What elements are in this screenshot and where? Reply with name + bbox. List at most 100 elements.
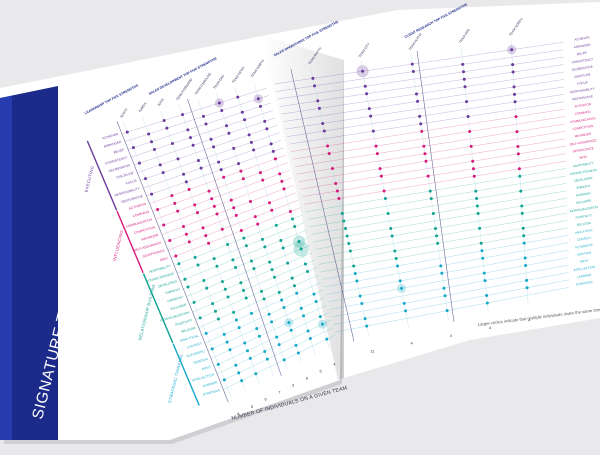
theme-label-left: RELATOR <box>181 326 197 334</box>
strength-dot <box>240 110 244 114</box>
theme-label-right: EMPATHY <box>576 184 591 190</box>
strength-dot <box>440 271 444 275</box>
strength-dot <box>291 217 295 221</box>
strength-dot <box>272 275 276 279</box>
column-header: SCOTT <box>119 107 129 118</box>
domain-bar-0 <box>86 140 118 211</box>
strength-dot <box>281 246 285 250</box>
strength-dot <box>193 203 197 207</box>
strength-dot <box>225 340 229 344</box>
strength-dot <box>519 189 523 193</box>
strength-dot <box>311 76 315 80</box>
strength-dot <box>198 316 202 320</box>
theme-label-left: IDEATION <box>193 357 209 365</box>
theme-labels: ACHIEVERACHIEVERARRANGERARRANGERBELIEFBE… <box>102 35 598 397</box>
theme-label-left: INCLUDER <box>170 303 187 312</box>
theme-label-right: ACTIVATOR <box>574 102 592 109</box>
strength-dot <box>187 188 191 192</box>
strength-dot <box>481 256 485 260</box>
strength-dot <box>393 249 397 253</box>
team-size-label: 7 <box>278 390 281 395</box>
strength-dot <box>510 48 514 52</box>
strength-dot <box>217 160 221 164</box>
theme-label-right: COMPETITION <box>572 124 593 131</box>
theme-label-left: ACTIVATOR <box>128 202 147 211</box>
strength-dot <box>374 144 378 148</box>
strength-dot <box>223 287 227 291</box>
strength-dot <box>173 201 177 205</box>
theme-label-left: CONSISTENCY <box>105 155 129 165</box>
strength-dot <box>294 343 298 347</box>
row-line <box>189 252 313 305</box>
strength-dot <box>239 281 243 285</box>
strength-dot <box>191 143 195 147</box>
theme-label-right: LEARNER <box>577 273 592 279</box>
strength-dot <box>478 226 482 230</box>
column-line <box>460 47 489 313</box>
strength-dot <box>237 371 241 375</box>
strength-dot <box>261 178 265 182</box>
theme-label-right: RESPONSIBILITY <box>570 87 595 95</box>
strength-dot <box>299 306 303 310</box>
team-size-label: 6 <box>306 376 309 381</box>
strength-dot <box>400 286 404 290</box>
strength-dot <box>260 289 264 293</box>
theme-label-right: COMMUNICATION <box>570 116 596 124</box>
theme-label-right: ACHIEVER <box>574 35 591 41</box>
strength-dot <box>521 226 525 230</box>
group-divider <box>416 50 455 322</box>
strength-dot <box>314 300 318 304</box>
strength-dot <box>249 199 253 203</box>
strength-dot <box>524 263 528 267</box>
strength-dot <box>330 166 334 170</box>
strength-dot <box>156 208 160 212</box>
strength-dot <box>469 144 473 148</box>
strength-dot <box>187 240 191 244</box>
strength-dot <box>390 234 394 238</box>
strength-dot <box>511 63 515 67</box>
strength-dot <box>234 318 238 322</box>
strength-dot <box>219 168 223 172</box>
strength-dot <box>282 187 286 191</box>
theme-label-left: COMPETITION <box>133 225 156 235</box>
strength-dot <box>131 146 135 150</box>
strength-dot <box>288 209 292 213</box>
theme-label-left: SELF-ASSURANCE <box>133 241 162 253</box>
strength-dot <box>442 286 446 290</box>
theme-label-left: CONTEXT <box>186 341 202 349</box>
column-header: KAREN <box>138 101 148 113</box>
strength-dot <box>308 337 312 341</box>
theme-label-right: INCLUDER <box>576 198 593 204</box>
strength-dot <box>428 189 432 193</box>
column-line <box>253 81 330 349</box>
strength-dot <box>275 335 279 339</box>
strength-dot <box>277 343 281 347</box>
strength-dot <box>257 334 261 338</box>
strength-dot <box>434 226 438 230</box>
strength-dot <box>468 129 472 133</box>
strength-dot <box>260 237 264 241</box>
strength-dot <box>462 77 466 81</box>
column-line <box>197 99 288 370</box>
strength-dot <box>465 100 469 104</box>
column-line <box>123 122 232 398</box>
strength-dot <box>363 84 367 88</box>
strength-dot <box>204 122 208 126</box>
strength-dot <box>270 320 274 324</box>
strength-dot <box>345 234 349 238</box>
strength-dot <box>270 268 274 272</box>
strength-dot <box>243 341 247 345</box>
strength-dot <box>335 189 339 193</box>
group-divider <box>187 99 282 376</box>
theme-label-right: DEVELOPER <box>574 176 594 183</box>
strength-dot <box>226 243 230 247</box>
strength-dot <box>188 136 192 140</box>
theme-label-left: ACHIEVER <box>102 132 119 141</box>
theme-label-left: RESTORATIVE <box>121 194 143 204</box>
theme-label-right: INTELLECTION <box>573 265 595 272</box>
strength-dot <box>201 114 205 118</box>
strength-dot <box>278 172 282 176</box>
team-size-label: 5 <box>319 369 322 374</box>
strength-dot <box>522 234 526 238</box>
theme-label-right: ADAPTABILITY <box>573 161 594 168</box>
